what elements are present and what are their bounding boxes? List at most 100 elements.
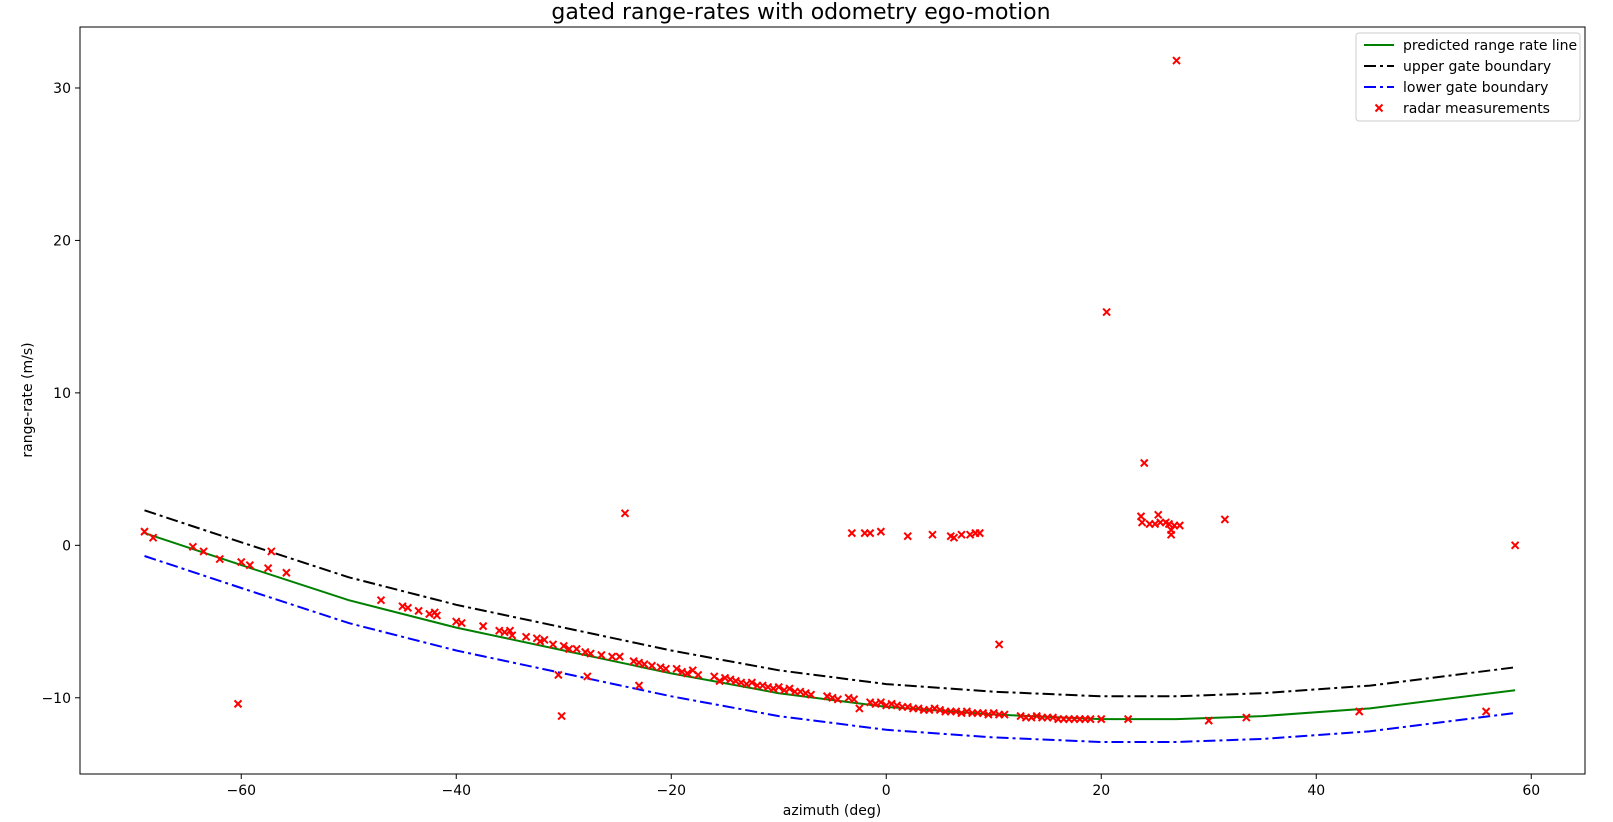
radar-point [715,676,724,686]
radar-point-stroke [871,699,880,709]
radar-point-stroke [572,644,581,654]
radar-point [1137,518,1147,527]
radar-point [634,681,644,690]
radar-point [572,644,581,654]
radar-point-stroke [1136,512,1146,521]
radar-point-stroke [432,611,442,620]
y-axis-label: range-rate (m/s) [20,342,36,457]
radar-point-stroke [710,672,719,681]
radar-point [267,547,276,556]
radar-point [640,660,649,669]
radar-point [1355,707,1364,716]
radar-point [233,699,243,709]
radar-point [833,695,843,704]
radar-point-stroke [647,661,657,670]
radar-point-stroke [1154,510,1163,520]
series-line-2 [144,555,1516,743]
legend-swatch-marker [1374,103,1384,113]
radar-point-stroke [500,628,509,637]
radar-point-stroke [597,650,606,660]
radar-point [1000,710,1009,719]
radar-point [403,603,413,613]
x-axis-label: azimuth (deg) [783,803,881,819]
radar-point-stroke [742,679,751,689]
radar-point [1086,714,1095,724]
radar-point [199,547,208,556]
radar-point-stroke [559,641,568,651]
radar-point-stroke [1204,716,1213,725]
radar-point-stroke [1102,307,1111,317]
radar-point-stroke [1123,714,1133,724]
radar-point-stroke [507,631,517,640]
radar-point-stroke [928,530,937,539]
radar-point-stroke [769,684,778,693]
y-tick-label: 0 [62,538,71,554]
radar-point-stroke [1175,521,1184,530]
radar-point [1097,714,1106,724]
radar-point-stroke [521,632,531,642]
x-tick-label: −40 [441,783,471,799]
radar-point-stroke [215,554,224,564]
radar-point-stroke [414,606,423,616]
plot-frame [79,26,1586,775]
radar-point [1172,56,1181,65]
radar-point-stroke [148,533,158,542]
radar-point [263,563,273,573]
radar-point-stroke [586,649,595,658]
radar-point [806,690,816,699]
y-axis: −10 0 10 20 30 [41,81,80,707]
radar-point-stroke [554,670,563,680]
x-tick-label: −60 [226,783,256,799]
radar-point-stroke [925,705,934,715]
radar-point-stroke [583,672,592,681]
radar-point [1175,521,1184,530]
radar-point [564,644,574,654]
legend-label: radar measurements [1403,101,1550,117]
radar-point-stroke [505,626,515,635]
radar-point-stroke [564,644,574,654]
radar-point-stroke [615,652,624,661]
radar-point-stroke [425,609,434,619]
radar-point [949,533,959,542]
radar-point-stroke [876,698,886,707]
radar-point-stroke [607,652,617,661]
radar-point [747,678,757,687]
radar-point [597,650,606,660]
radar-point-stroke [785,684,794,693]
radar-point [957,530,966,539]
radar-point-stroke [282,568,291,577]
radar-point-stroke [661,664,671,674]
radar-point-stroke [849,695,859,704]
radar-point [928,530,937,539]
radar-point-stroke [672,664,681,674]
radar-point-stroke [1510,541,1520,550]
radar-point [140,527,149,536]
radar-point-stroke [774,682,783,692]
radar-point-stroke [1355,707,1364,716]
radar-point [540,635,549,645]
radar-point-stroke [478,621,488,631]
radar-point-stroke [683,669,692,678]
radar-point [847,528,857,538]
radar-point [607,652,617,661]
legend-box [1355,32,1581,122]
radar-point-stroke [540,635,549,645]
radar-point-stroke [620,509,630,518]
radar-point-stroke [1161,518,1170,527]
radar-point-stroke [957,708,966,718]
radar-point-stroke [833,695,843,704]
radar-point [865,528,875,538]
radar-point-stroke [975,528,984,538]
legend-label: lower gate boundary [1403,80,1548,96]
radar-point-stroke [994,640,1004,649]
radar-point-stroke [634,681,644,690]
radar-point [583,672,592,681]
x-tick-label: 20 [1092,783,1110,799]
x-tick-label: 40 [1307,783,1325,799]
radar-point [507,631,517,640]
radar-point-stroke [1140,458,1149,468]
radar-point [586,649,595,658]
radar-point [620,509,630,518]
radar-point [559,641,568,651]
